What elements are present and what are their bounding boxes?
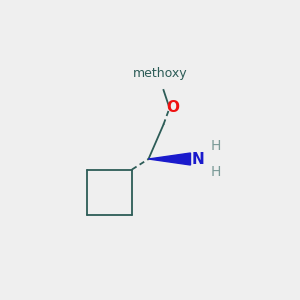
Text: H: H xyxy=(211,139,221,152)
Text: H: H xyxy=(211,166,221,179)
Text: O: O xyxy=(167,100,180,116)
Text: methoxy: methoxy xyxy=(133,67,188,80)
Text: N: N xyxy=(192,152,204,166)
Polygon shape xyxy=(148,153,190,165)
